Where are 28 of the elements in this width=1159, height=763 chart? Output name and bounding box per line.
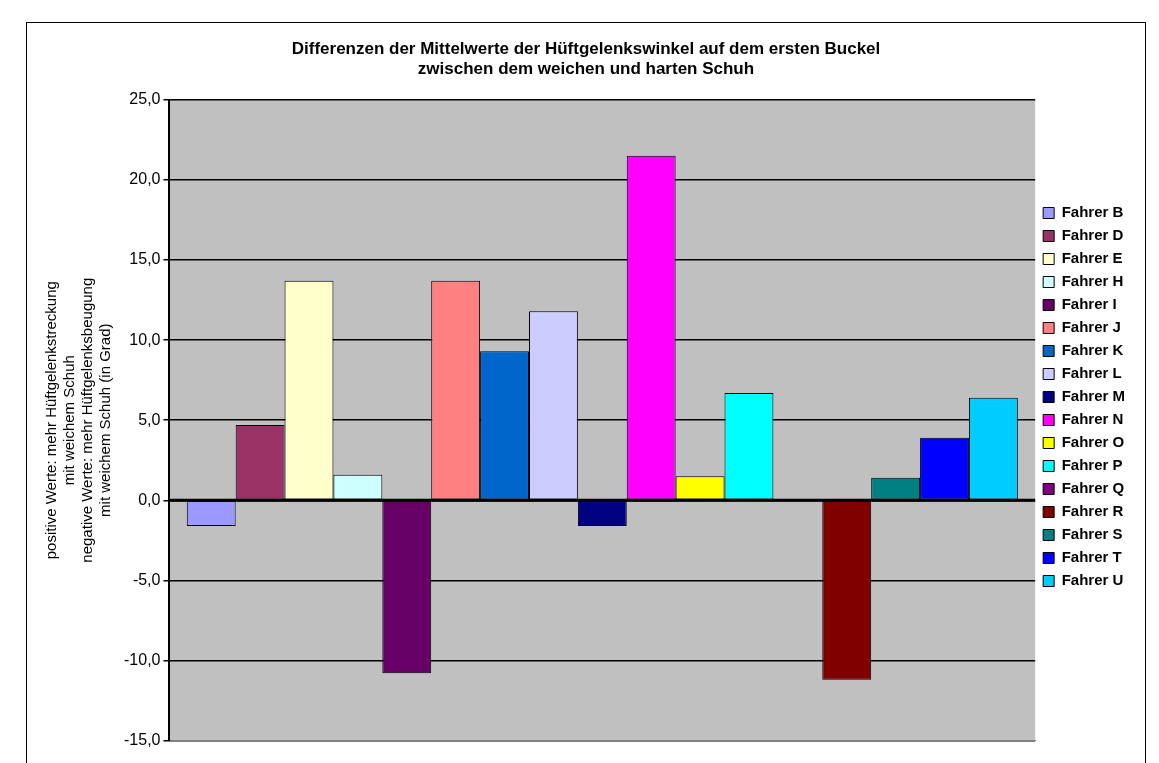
legend-label: Fahrer H [1061, 272, 1124, 290]
y-tick-label: 25,0 [129, 90, 161, 108]
legend-label: Fahrer N [1061, 410, 1124, 428]
legend-label: Fahrer J [1061, 318, 1121, 336]
legend-label: Fahrer S [1061, 525, 1123, 543]
legend-label: Fahrer U [1061, 571, 1124, 589]
y-tick-label: -15,0 [124, 731, 161, 749]
legend-label: Fahrer R [1061, 502, 1124, 520]
y-tick-label: 0,0 [138, 490, 161, 508]
y-tick-label: 15,0 [129, 250, 161, 268]
legend-label: Fahrer P [1061, 456, 1123, 474]
legend-label: Fahrer L [1061, 364, 1122, 382]
chart-title: Differenzen der Mittelwerte der Hüftgelenkswinkel auf dem ersten Buckel zwischen dem weichen und harten Schuh [291, 38, 881, 79]
legend-label: Fahrer Q [1061, 479, 1125, 497]
y-tick-label: 20,0 [129, 170, 161, 188]
y-tick-label: -10,0 [124, 650, 161, 668]
legend-label: Fahrer O [1061, 433, 1125, 451]
legend-label: Fahrer T [1061, 548, 1122, 566]
y-tick-label: 5,0 [138, 410, 161, 428]
legend-label: Fahrer E [1061, 249, 1123, 267]
y-axis-title: positive Werte: mehr Hüftgelenkstreckung mit weichem Schuh negative Werte: mehr Hüftgelenksbeugung mit weichem Schuh (in Grad) [42, 277, 114, 563]
y-tick-label: 10,0 [129, 330, 161, 348]
legend-label: Fahrer D [1061, 226, 1124, 244]
legend-label: Fahrer K [1061, 341, 1124, 359]
legend-label: Fahrer B [1061, 203, 1124, 221]
y-tick-label: -5,0 [132, 570, 161, 588]
legend-label: Fahrer M [1061, 387, 1126, 405]
legend-label: Fahrer I [1061, 295, 1117, 313]
